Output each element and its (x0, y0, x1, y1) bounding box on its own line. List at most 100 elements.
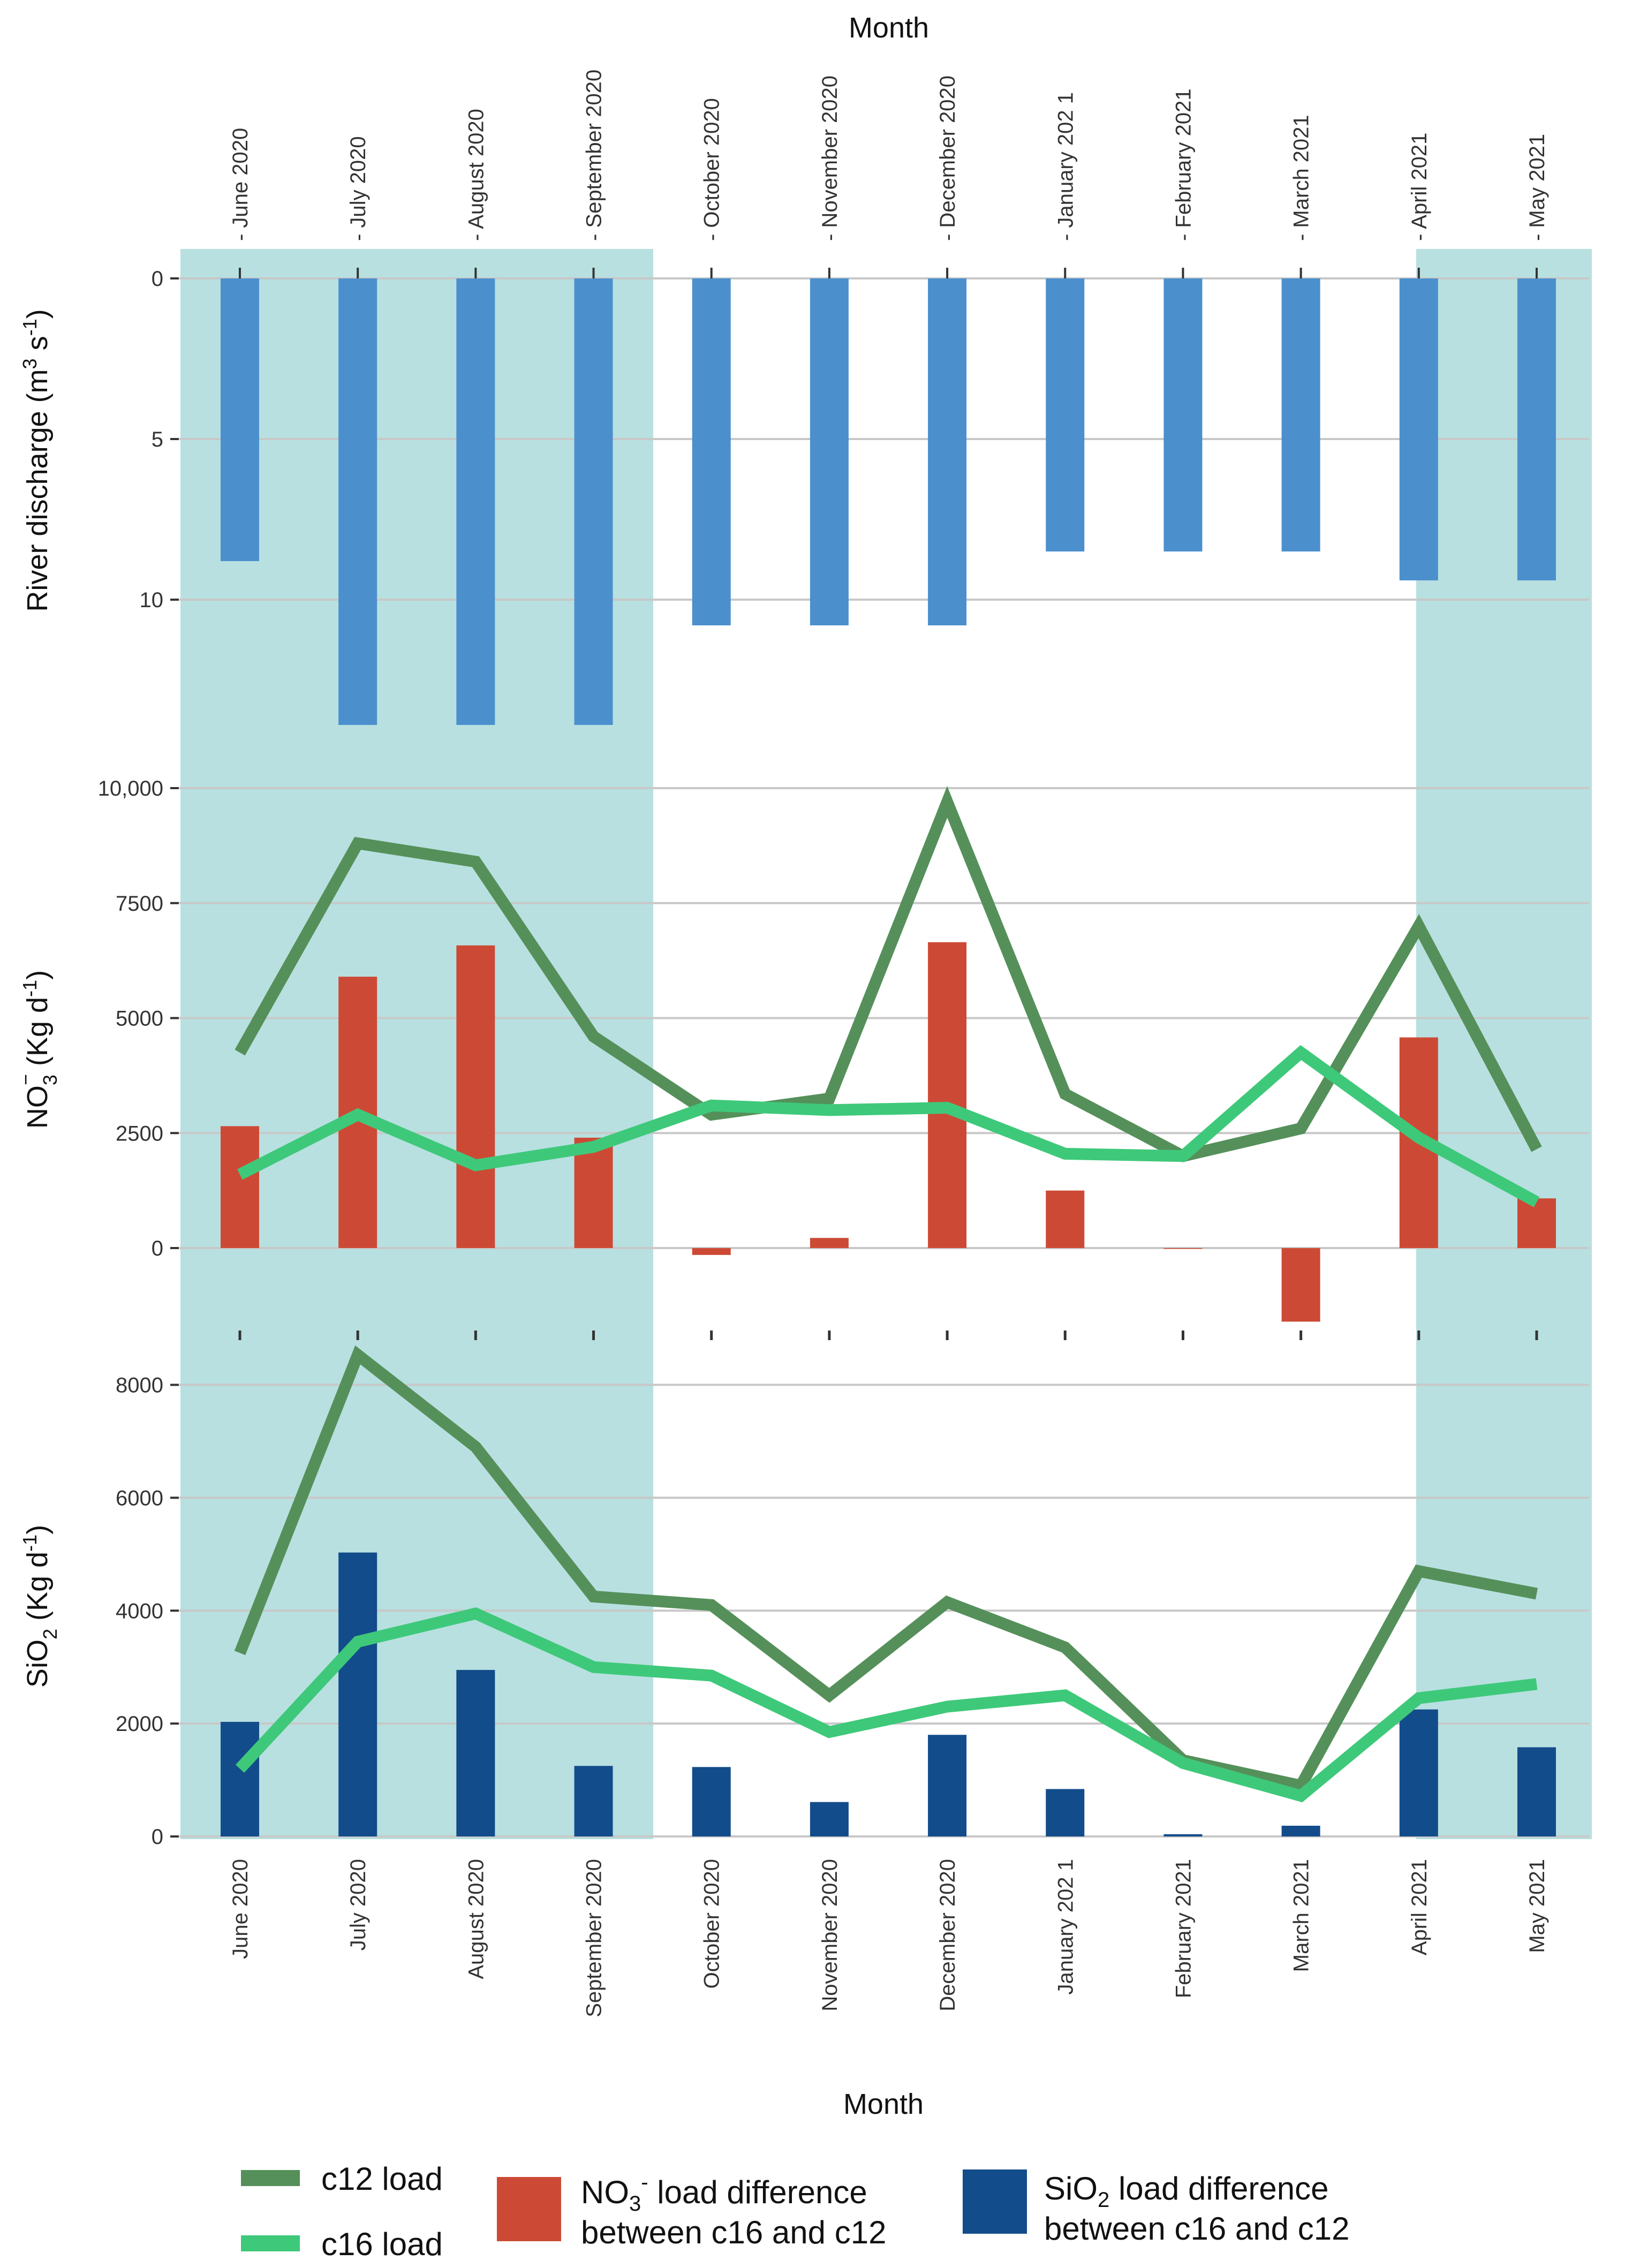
silica-bar-6 (928, 1735, 967, 1836)
bottom-month-label-5: November 2020 (818, 1859, 842, 2012)
top-month-label-2: - August 2020 (464, 109, 488, 241)
bottom-month-label-2: August 2020 (464, 1859, 488, 1979)
bottom-month-label-3: September 2020 (583, 1859, 606, 2017)
nitrate-bar-6 (928, 942, 967, 1249)
silica-bar-7 (1046, 1789, 1085, 1836)
legend-c12-label: c12 load (321, 2161, 443, 2197)
nitrate-y-tick-label-4: 10,000 (98, 777, 163, 800)
legend-no3-swatch (497, 2177, 561, 2241)
season-shading (180, 249, 1592, 1839)
discharge-bar-4 (692, 278, 731, 625)
silica-bars (221, 1552, 1556, 1836)
nitrate-bar-2 (456, 945, 495, 1249)
silica-y-tick-label-2: 4000 (116, 1599, 163, 1623)
nitrate-line-c16-load (237, 1045, 1540, 1207)
bottom-month-label-1: July 2020 (346, 1859, 370, 1951)
bottom-month-labels: June 2020 July 2020 August 2020 September 2… (229, 1859, 1549, 2017)
bottom-month-label-8: February 2021 (1172, 1859, 1195, 1998)
nitrate-bar-7 (1046, 1190, 1085, 1249)
nitrate-y-tick-label-1: 2500 (116, 1122, 163, 1145)
discharge-y-tick-label-1: 5 (152, 428, 163, 451)
top-month-label-6: - December 2020 (936, 75, 959, 241)
discharge-bar-9 (1281, 278, 1320, 551)
silica-y-axis-title: SiO2 (Kg d-1) (19, 1525, 61, 1688)
legend-sio2-label-line2: between c16 and c12 (1044, 2211, 1349, 2247)
discharge-bar-1 (338, 278, 377, 725)
silica-line-c12-load (234, 1345, 1538, 1793)
legend-no3-label-line1: NO3- load difference (581, 2171, 867, 2216)
discharge-panel: 0 5 10 River discharge (m3 s-1) (19, 267, 1589, 725)
top-month-label-9: - March 2021 (1290, 115, 1313, 241)
top-month-label-10: - April 2021 (1408, 133, 1431, 241)
silica-y-tick-label-0: 0 (152, 1825, 163, 1849)
silica-y-tick-label-1: 2000 (116, 1712, 163, 1736)
silica-bar-1 (338, 1552, 377, 1836)
silica-gridlines (179, 1384, 1589, 1838)
discharge-gridlines (179, 277, 1589, 601)
discharge-bar-11 (1517, 278, 1556, 580)
silica-bar-5 (810, 1802, 849, 1836)
silica-bar-2 (456, 1669, 495, 1836)
nitrate-line-c12-load (235, 786, 1542, 1162)
nitrate-bar-3 (574, 1137, 613, 1249)
discharge-y-ticks: 0 5 10 (140, 267, 1538, 612)
top-axis-title: Month (849, 12, 929, 44)
shading-band-spring-2021 (1416, 249, 1592, 1839)
silica-y-tick-label-3: 6000 (116, 1486, 163, 1510)
discharge-bar-10 (1399, 278, 1438, 580)
silica-bar-10 (1399, 1709, 1438, 1836)
nitrate-bars (221, 942, 1556, 1322)
silica-bar-4 (692, 1767, 731, 1836)
legend: c12 load c16 load NO3- load difference b… (241, 2161, 1349, 2262)
discharge-bar-8 (1163, 278, 1203, 551)
discharge-bar-0 (221, 278, 259, 561)
top-month-label-5: - November 2020 (818, 75, 842, 241)
silica-line-c16-load (235, 1607, 1538, 1803)
silica-bar-0 (221, 1721, 259, 1836)
nitrate-y-tick-label-3: 7500 (116, 892, 163, 916)
discharge-bars (221, 278, 1556, 725)
silica-bar-9 (1281, 1825, 1320, 1836)
bottom-month-label-7: January 202 1 (1054, 1859, 1077, 1995)
legend-sio2-label-line1: SiO2 load difference (1044, 2171, 1328, 2212)
top-month-label-7: - January 202 1 (1054, 92, 1077, 241)
top-month-label-1: - July 2020 (346, 136, 370, 241)
nitrate-y-tick-label-0: 0 (152, 1237, 163, 1260)
silica-bar-8 (1163, 1834, 1203, 1836)
top-month-label-0: - June 2020 (229, 128, 252, 241)
top-month-label-11: - May 2021 (1525, 134, 1549, 241)
bottom-month-label-10: April 2021 (1408, 1859, 1431, 1955)
silica-bar-11 (1517, 1747, 1556, 1836)
bottom-month-label-0: June 2020 (229, 1859, 252, 1959)
discharge-bar-3 (574, 278, 613, 725)
nitrate-bar-0 (221, 1126, 259, 1249)
silica-panel: 0 2000 4000 6000 8000 SiO2 (Kg d-1) (19, 1345, 1589, 1849)
discharge-y-tick-label-0: 0 (152, 267, 163, 291)
legend-c16-label: c16 load (321, 2226, 443, 2262)
nitrate-y-ticks: 0 2500 5000 7500 10,000 (98, 777, 179, 1260)
legend-sio2-swatch (963, 2169, 1027, 2234)
nitrate-lines (235, 786, 1542, 1207)
nitrate-panel: 0 2500 5000 7500 10,000 NO3− (Kg d-1) (14, 777, 1589, 1322)
top-month-label-8: - February 2021 (1172, 88, 1195, 241)
discharge-y-tick-label-2: 10 (140, 588, 164, 612)
middle-axis-ticks (238, 1330, 1538, 1340)
bottom-month-label-4: October 2020 (700, 1859, 724, 1989)
discharge-bar-5 (810, 278, 849, 625)
nitrate-y-tick-label-2: 5000 (116, 1007, 163, 1031)
bottom-axis-title: Month (843, 2088, 924, 2120)
nitrate-bar-9 (1281, 1248, 1320, 1322)
discharge-bar-2 (456, 278, 495, 725)
discharge-bar-6 (928, 278, 967, 625)
top-month-labels: - June 2020 - July 2020 - August 2020 - Sep… (229, 70, 1549, 241)
bottom-month-label-6: December 2020 (936, 1859, 959, 2012)
nitrate-bar-8 (1163, 1248, 1203, 1249)
bottom-month-label-9: March 2021 (1290, 1859, 1313, 1972)
bottom-month-label-11: May 2021 (1525, 1859, 1549, 1953)
discharge-bar-7 (1046, 278, 1085, 551)
silica-y-ticks: 0 2000 4000 6000 8000 (116, 1374, 179, 1849)
nitrate-y-axis-title: NO3− (Kg d-1) (14, 970, 61, 1129)
nitrate-bar-5 (810, 1238, 849, 1249)
top-month-label-3: - September 2020 (583, 70, 606, 241)
